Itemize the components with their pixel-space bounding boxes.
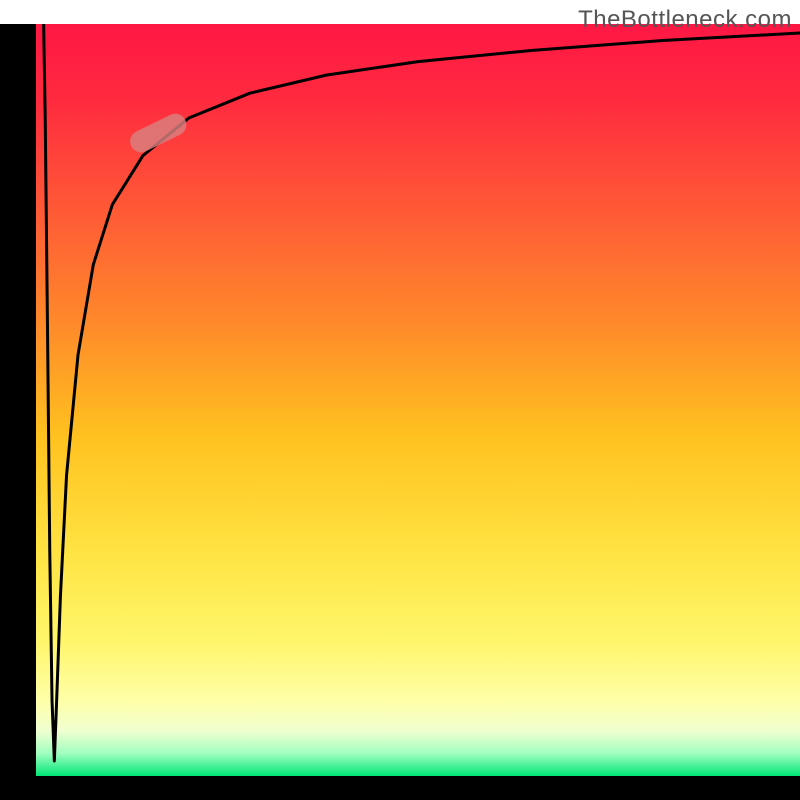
y-axis-bar bbox=[0, 24, 36, 776]
gradient-background bbox=[36, 24, 800, 776]
plot-area bbox=[36, 24, 800, 776]
x-axis-bar bbox=[0, 776, 800, 800]
chart-container: TheBottleneck.com bbox=[0, 0, 800, 800]
watermark-text: TheBottleneck.com bbox=[578, 6, 792, 34]
